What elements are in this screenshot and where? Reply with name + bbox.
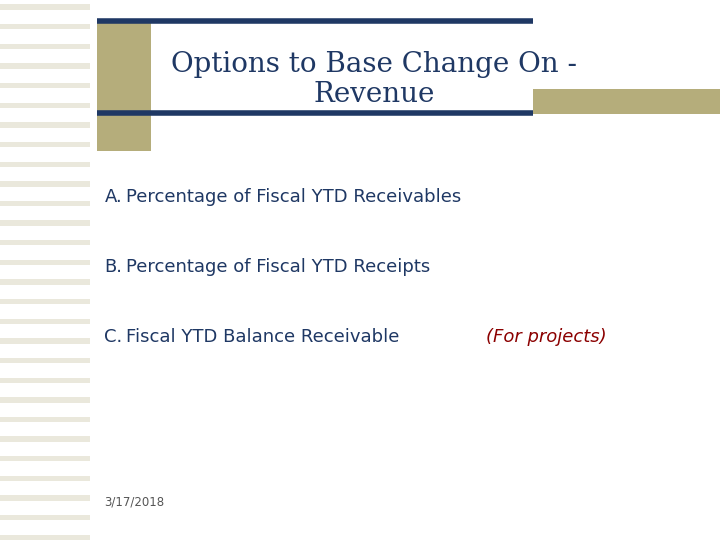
Bar <box>0 348 90 354</box>
Bar <box>0 34 90 39</box>
Text: Options to Base Change On -: Options to Base Change On - <box>171 51 577 78</box>
Bar <box>0 191 90 197</box>
Bar <box>0 171 90 177</box>
Bar <box>0 132 90 138</box>
Bar <box>0 397 90 402</box>
Bar <box>0 368 90 373</box>
Bar <box>0 24 90 30</box>
Bar <box>0 319 90 324</box>
Bar <box>0 240 90 246</box>
Bar <box>0 417 90 422</box>
Bar <box>0 525 90 530</box>
Bar <box>0 220 90 226</box>
Text: A.: A. <box>104 188 122 206</box>
Bar <box>0 93 90 98</box>
Bar <box>0 73 90 78</box>
Bar <box>0 427 90 432</box>
Bar <box>0 407 90 413</box>
Text: Revenue: Revenue <box>314 81 435 108</box>
Text: Fiscal YTD Balance Receivable: Fiscal YTD Balance Receivable <box>126 328 405 347</box>
Bar <box>0 358 90 363</box>
Bar <box>0 328 90 334</box>
Bar <box>0 211 90 216</box>
Bar <box>0 289 90 294</box>
Bar <box>0 250 90 255</box>
Bar <box>0 269 90 275</box>
Bar <box>0 446 90 451</box>
Bar <box>0 14 90 19</box>
Bar <box>0 505 90 510</box>
Bar <box>0 122 90 127</box>
Bar <box>533 89 720 114</box>
Bar <box>0 466 90 471</box>
Bar <box>0 515 90 521</box>
Bar <box>0 4 90 10</box>
Bar <box>97 19 151 151</box>
Bar <box>0 377 90 383</box>
Text: B.: B. <box>104 258 122 276</box>
Bar <box>0 476 90 481</box>
Bar <box>0 83 90 89</box>
Text: Percentage of Fiscal YTD Receipts: Percentage of Fiscal YTD Receipts <box>126 258 431 276</box>
Bar <box>0 260 90 265</box>
Bar <box>0 44 90 49</box>
Bar <box>0 142 90 147</box>
Bar <box>0 309 90 314</box>
Bar <box>0 485 90 491</box>
Text: (For projects): (For projects) <box>486 328 607 347</box>
Bar <box>0 436 90 442</box>
Text: C.: C. <box>104 328 122 347</box>
Bar <box>0 456 90 462</box>
Bar <box>0 230 90 235</box>
Text: 3/17/2018: 3/17/2018 <box>104 496 165 509</box>
Bar <box>0 201 90 206</box>
Bar <box>0 495 90 501</box>
Bar <box>0 112 90 118</box>
Bar <box>0 535 90 540</box>
Bar <box>0 387 90 393</box>
Bar <box>0 161 90 167</box>
Bar <box>0 63 90 69</box>
Bar <box>0 279 90 285</box>
Bar <box>0 181 90 186</box>
Bar <box>0 152 90 157</box>
Bar <box>0 103 90 108</box>
Bar <box>0 338 90 343</box>
Bar <box>0 299 90 305</box>
Bar <box>0 53 90 59</box>
Text: Percentage of Fiscal YTD Receivables: Percentage of Fiscal YTD Receivables <box>126 188 462 206</box>
